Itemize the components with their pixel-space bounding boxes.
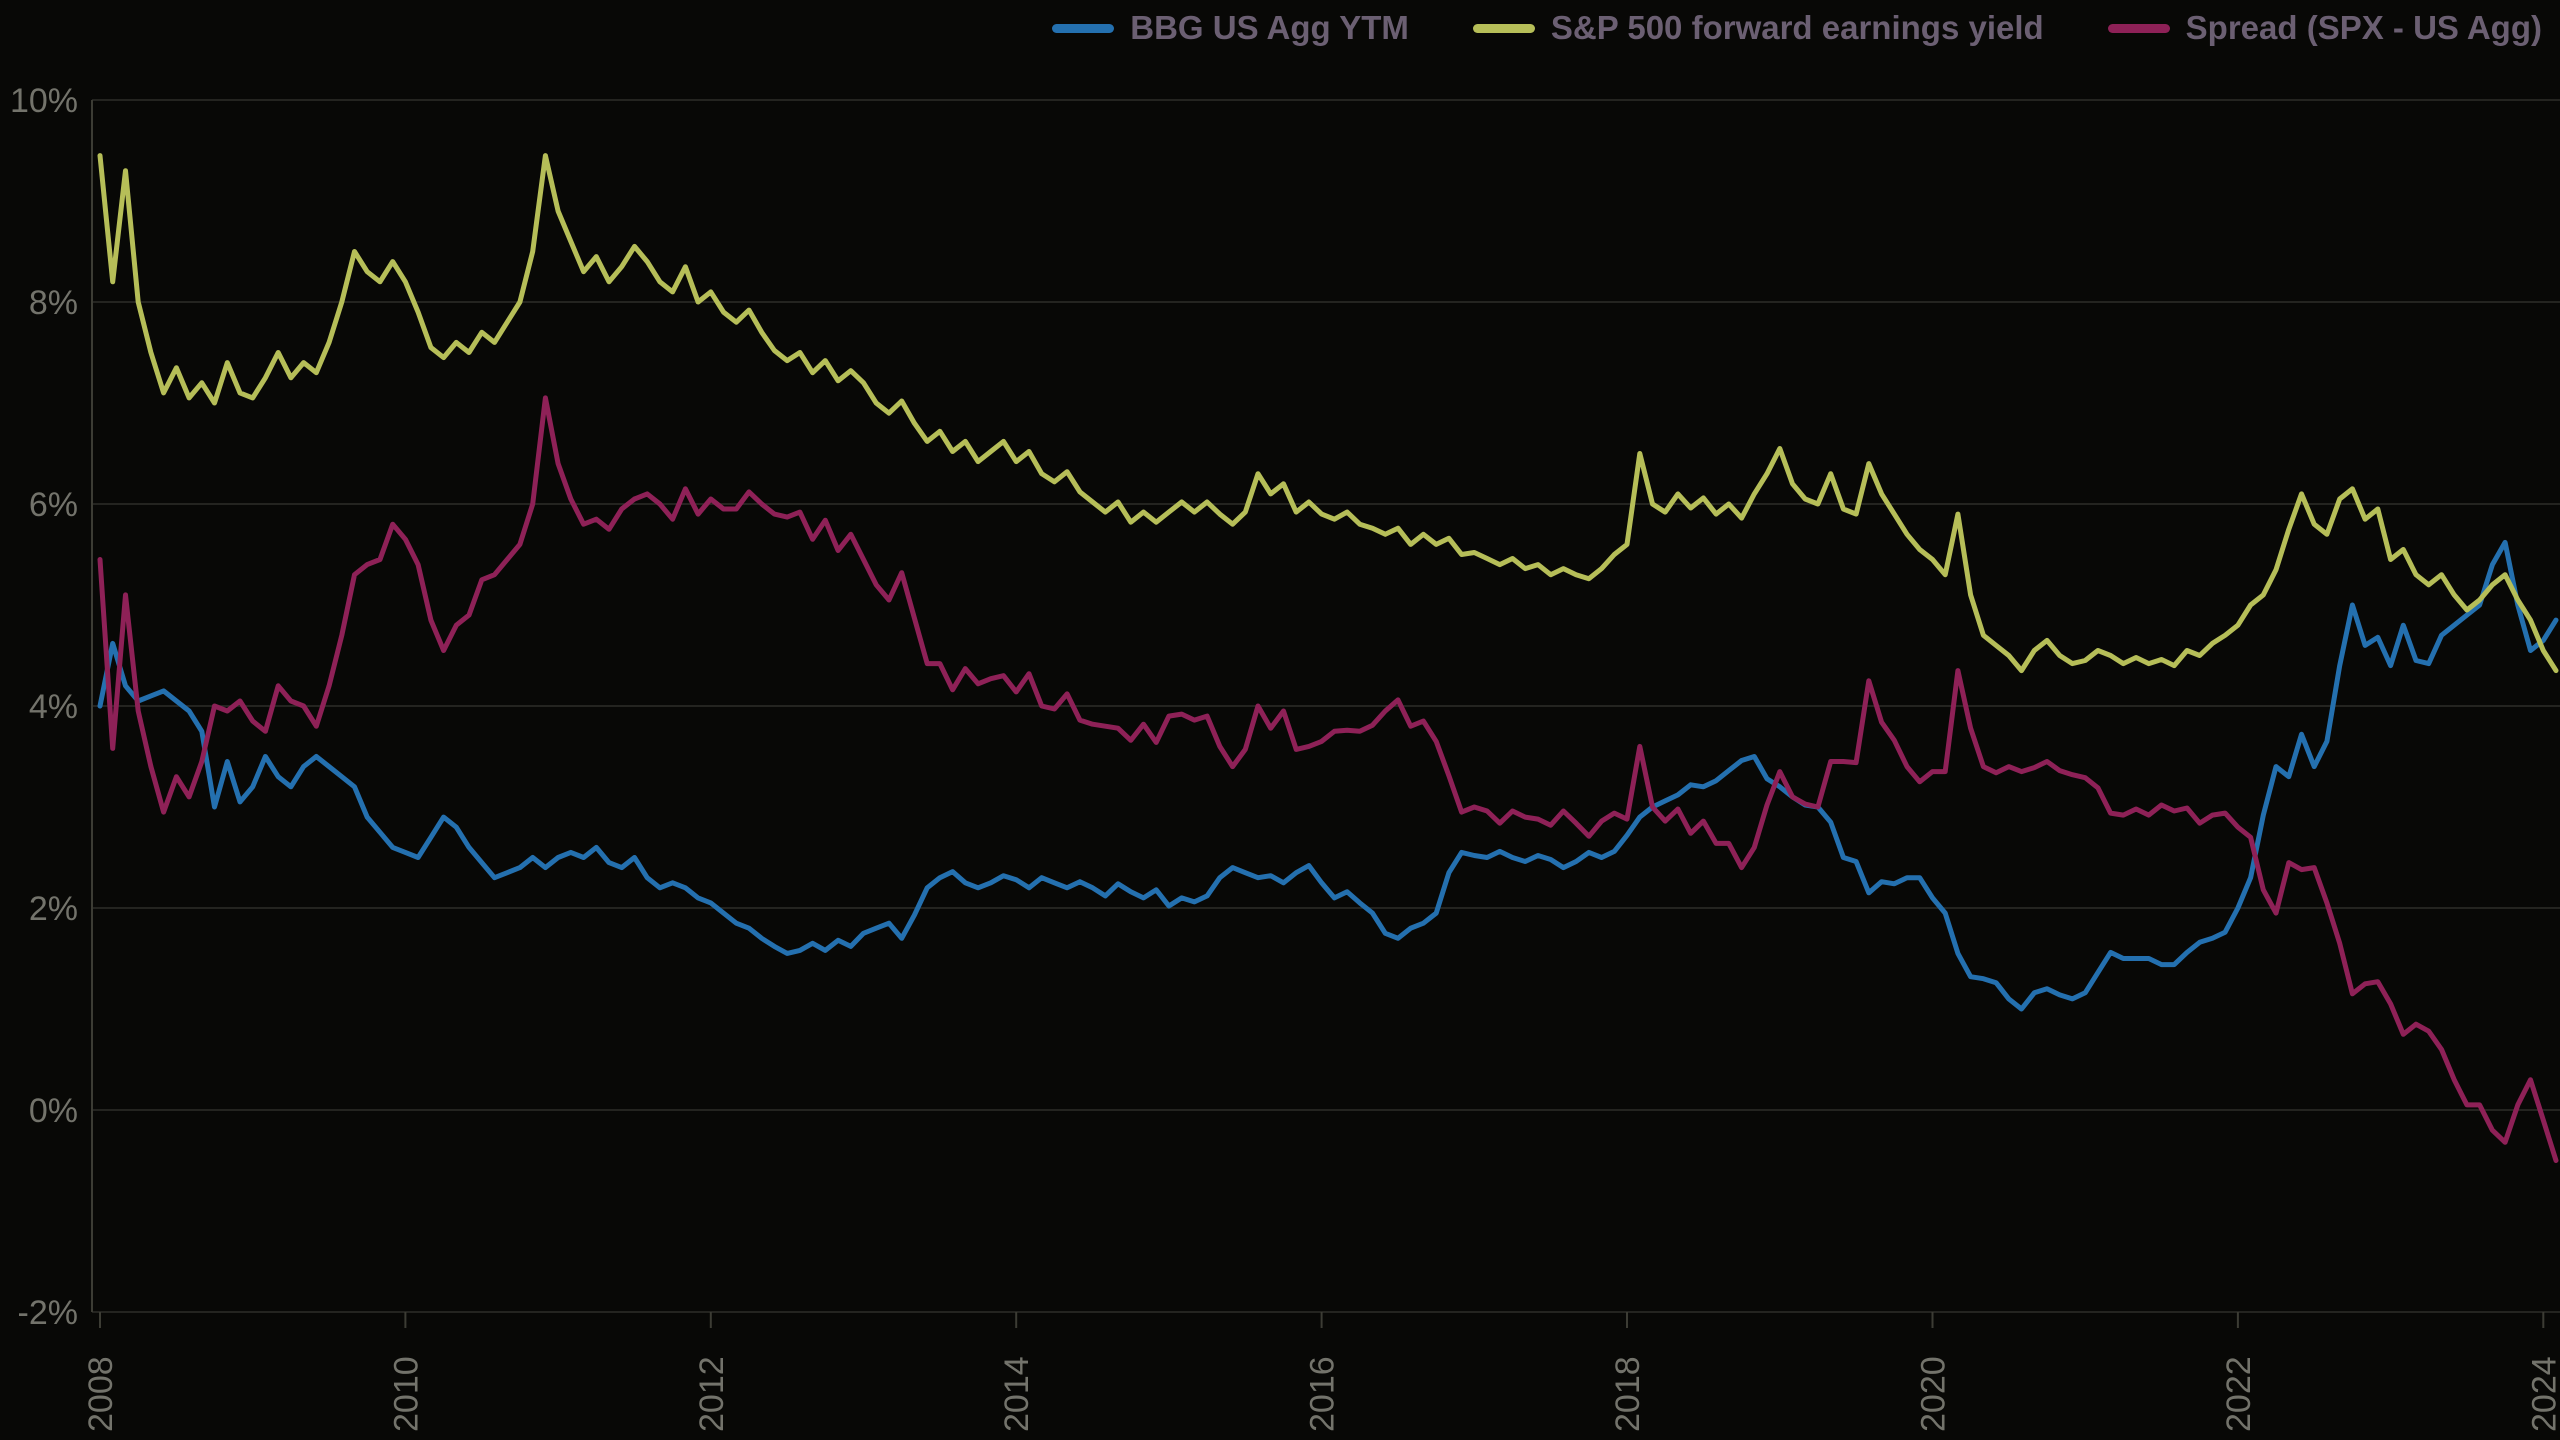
legend-item-spread: Spread (SPX - US Agg) — [2107, 9, 2542, 47]
svg-text:4%: 4% — [29, 688, 78, 726]
svg-text:2%: 2% — [29, 890, 78, 928]
svg-text:8%: 8% — [29, 284, 78, 322]
svg-text:2020: 2020 — [1915, 1356, 1953, 1432]
legend-swatch-blue — [1052, 23, 1115, 33]
legend-swatch-olive — [1472, 23, 1535, 33]
svg-text:2016: 2016 — [1304, 1356, 1342, 1432]
legend-item-sp500-forward-earnings-yield: S&P 500 forward earnings yield — [1472, 9, 2044, 47]
svg-text:10%: 10% — [10, 82, 78, 120]
chart-legend: BBG US Agg YTM S&P 500 forward earnings … — [0, 0, 2560, 56]
svg-text:2010: 2010 — [387, 1356, 425, 1432]
svg-text:2012: 2012 — [693, 1356, 731, 1432]
legend-label: BBG US Agg YTM — [1130, 9, 1409, 46]
legend-swatch-maroon — [2107, 23, 2170, 33]
legend-item-bbg-us-agg-ytm: BBG US Agg YTM — [1052, 9, 1409, 47]
svg-text:0%: 0% — [29, 1092, 78, 1130]
svg-text:2008: 2008 — [82, 1356, 120, 1432]
svg-text:2018: 2018 — [1609, 1356, 1647, 1432]
svg-text:2022: 2022 — [2220, 1356, 2258, 1432]
svg-text:2024: 2024 — [2525, 1356, 2560, 1432]
svg-text:6%: 6% — [29, 486, 78, 524]
legend-label: Spread (SPX - US Agg) — [2185, 9, 2542, 46]
svg-text:2014: 2014 — [998, 1356, 1036, 1432]
legend-label: S&P 500 forward earnings yield — [1550, 9, 2044, 46]
svg-text:-2%: -2% — [18, 1294, 78, 1332]
